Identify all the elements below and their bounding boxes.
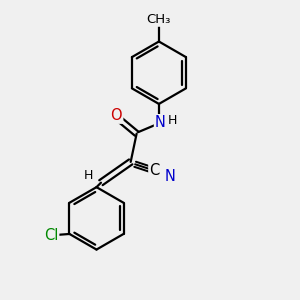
Text: N: N [165, 169, 176, 184]
Text: H: H [84, 169, 93, 182]
Text: CH₃: CH₃ [147, 13, 171, 26]
Text: C: C [149, 163, 160, 178]
Text: Cl: Cl [44, 228, 58, 243]
Text: H: H [168, 114, 178, 127]
Text: N: N [155, 115, 166, 130]
Text: O: O [111, 108, 122, 123]
